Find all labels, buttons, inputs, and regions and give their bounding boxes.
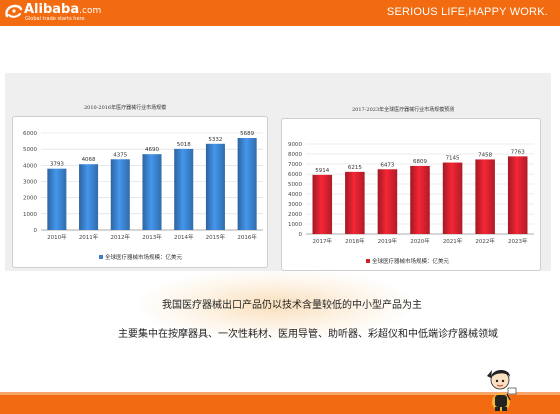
x-tick-label: 2016年: [237, 233, 257, 241]
chart-card-right: 0 1000 2000 3000 4000 5000 6000 7000 8000 9000 591…: [281, 118, 541, 271]
bar: [312, 174, 333, 234]
y-tick-label: 0: [299, 232, 303, 238]
y-tick-label: 7000: [288, 162, 302, 168]
y-tick-label: 0: [34, 228, 38, 234]
data-label: 4375: [113, 152, 127, 158]
x-tick-label: 2014年: [174, 233, 194, 241]
y-tick-label: 5000: [23, 147, 37, 153]
legend-swatch: [99, 255, 103, 259]
y-tick-label: 2000: [288, 212, 302, 218]
y-tick-label: 2000: [23, 196, 37, 202]
legend-label: 全球医疗器械市场规模：亿美元: [105, 253, 183, 261]
data-label: 6473: [380, 162, 394, 168]
legend-swatch: [366, 259, 370, 263]
y-tick-label: 4000: [288, 192, 302, 198]
summary-line-1: 我国医疗器械出口产品仍以技术含量较低的中小型产品为主: [162, 300, 422, 311]
data-label: 7763: [511, 149, 525, 155]
chart-card-left: 0 1000 2000 3000 4000 5000 6000 3793 2010年 4068 20…: [12, 116, 268, 268]
slogan: SERIOUS LIFE,HAPPY WORK.: [386, 6, 548, 18]
bar: [110, 159, 130, 230]
bar: [205, 143, 225, 230]
data-label: 6809: [413, 159, 427, 165]
logo-suffix: .com: [79, 6, 102, 16]
chart-title-left: 2010-2016年医疗器械行业市场规模: [84, 105, 167, 111]
x-tick-label: 2011年: [79, 233, 99, 241]
y-tick-label: 5000: [288, 182, 302, 188]
data-label: 4068: [82, 157, 96, 163]
data-label: 5689: [240, 131, 254, 137]
bar-chart-2017-2023: 0 1000 2000 3000 4000 5000 6000 7000 8000 9000 591…: [288, 142, 534, 265]
data-label: 6215: [348, 165, 362, 171]
x-tick-label: 2015年: [206, 233, 226, 241]
logo-tagline: Global trade starts here: [25, 16, 85, 22]
data-label: 5914: [315, 168, 329, 174]
y-tick-label: 1000: [23, 212, 37, 218]
bar: [47, 168, 67, 230]
x-tick-label: 2010年: [47, 233, 67, 241]
x-tick-label: 2018年: [345, 237, 365, 245]
bar: [174, 148, 194, 230]
logo-name: Alibaba: [24, 2, 80, 17]
x-tick-label: 2013年: [142, 233, 162, 241]
bar: [79, 164, 99, 230]
x-tick-label: 2019年: [378, 237, 398, 245]
mascot-icon: [487, 369, 517, 411]
bar: [442, 162, 463, 234]
y-tick-label: 1000: [288, 222, 302, 228]
y-tick-label: 3000: [23, 180, 37, 186]
y-tick-label: 9000: [288, 142, 302, 148]
x-tick-label: 2012年: [111, 233, 131, 241]
x-tick-label: 2022年: [475, 237, 495, 245]
y-tick-label: 6000: [23, 131, 37, 137]
legend-label: 全球医疗器械市场规模：亿美元: [372, 257, 450, 265]
bar: [142, 154, 162, 230]
chart-title-right: 2017-2023年全球医疗器械行业市场规模预测: [352, 107, 455, 113]
bar: [507, 156, 528, 234]
alibaba-smile-icon: [5, 4, 23, 18]
x-tick-label: 2023年: [508, 237, 528, 245]
x-tick-label: 2017年: [313, 237, 333, 245]
y-tick-label: 8000: [288, 152, 302, 158]
bar: [237, 138, 257, 230]
y-tick-label: 4000: [23, 163, 37, 169]
y-tick-label: 6000: [288, 172, 302, 178]
data-label: 3793: [50, 162, 64, 168]
footer-stripe: [0, 392, 560, 395]
data-label: 5332: [208, 137, 222, 143]
bar: [410, 165, 430, 234]
summary-line-2: 主要集中在按摩器具、一次性耗材、医用导管、助听器、彩超仪和中低端诊疗器械领域: [118, 329, 498, 340]
data-label: 7458: [478, 152, 492, 158]
footer-bar: [0, 395, 560, 414]
x-tick-label: 2020年: [410, 237, 430, 245]
bar: [345, 171, 365, 234]
bar: [377, 169, 398, 234]
x-tick-label: 2021年: [443, 237, 463, 245]
text-highlight-glow: [140, 270, 410, 340]
data-label: 4690: [145, 147, 159, 153]
data-label: 7145: [446, 156, 460, 162]
y-tick-label: 3000: [288, 202, 302, 208]
bar: [475, 159, 495, 234]
bar-chart-2010-2016: 0 1000 2000 3000 4000 5000 6000 3793 2010年 4068 20…: [23, 131, 263, 261]
header-bar: Alibaba.com Global trade starts here SER…: [0, 0, 560, 26]
data-label: 5018: [177, 142, 191, 148]
